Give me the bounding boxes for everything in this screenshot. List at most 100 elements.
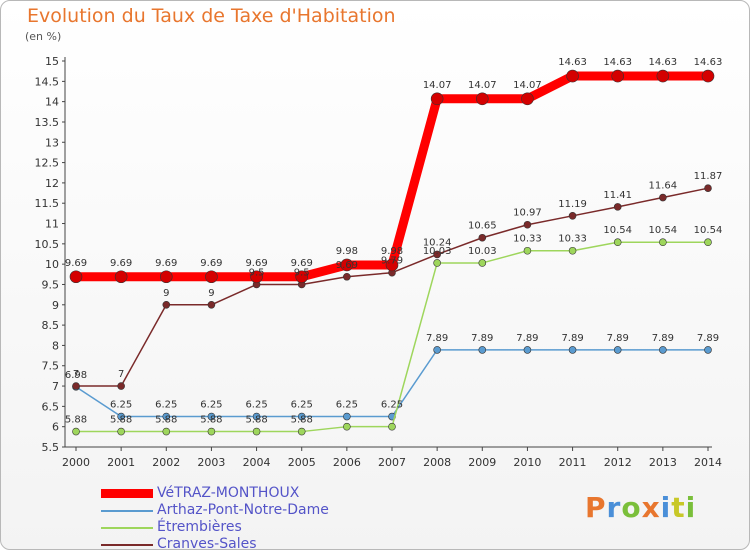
data-point <box>388 422 396 431</box>
data-point <box>252 412 261 421</box>
data-point <box>704 346 712 354</box>
data-label: 14.07 <box>513 80 542 91</box>
data-point <box>566 69 579 83</box>
data-label: 11.64 <box>649 181 678 192</box>
data-point <box>613 238 622 247</box>
data-point <box>297 412 306 421</box>
y-tick-label: 13 <box>45 136 59 149</box>
data-label: 5.88 <box>155 415 177 426</box>
legend-swatch <box>101 489 153 498</box>
y-tick-label: 8 <box>52 339 59 352</box>
data-point <box>162 412 171 421</box>
data-label: 10.54 <box>649 225 678 236</box>
data-point <box>117 427 125 436</box>
x-tick-label: 2010 <box>513 456 541 469</box>
data-label: 6.25 <box>291 400 313 411</box>
data-label: 6.25 <box>336 400 358 411</box>
x-tick-label: 2014 <box>694 456 722 469</box>
data-label: 10.33 <box>513 234 542 245</box>
x-tick-label: 2008 <box>423 456 451 469</box>
data-label: 6.25 <box>245 400 267 411</box>
data-label: 9 <box>208 288 214 299</box>
data-label: 9.79 <box>381 256 403 267</box>
data-point <box>207 300 216 309</box>
y-tick-label: 12.5 <box>35 157 60 170</box>
x-tick-label: 2006 <box>333 456 361 469</box>
data-label: 14.63 <box>603 57 632 68</box>
data-label: 6.25 <box>200 400 222 411</box>
brand-letter: o <box>621 491 642 524</box>
y-tick-label: 11.5 <box>35 197 60 210</box>
data-point <box>568 212 577 220</box>
x-tick-label: 2005 <box>288 456 316 469</box>
data-point <box>114 270 128 284</box>
data-point <box>433 250 441 259</box>
data-point <box>478 233 487 242</box>
y-tick-label: 6 <box>52 421 59 434</box>
data-point <box>297 427 306 436</box>
x-tick-label: 2013 <box>649 456 677 469</box>
x-tick-label: 2000 <box>62 456 90 469</box>
data-label: 7.89 <box>652 333 674 344</box>
data-point <box>159 270 173 284</box>
data-label: 6.25 <box>155 400 177 411</box>
data-label: 10.03 <box>468 246 497 257</box>
data-label: 10.24 <box>423 237 452 248</box>
data-point <box>72 427 80 436</box>
data-label: 7 <box>118 369 124 380</box>
data-point <box>117 382 125 390</box>
data-point <box>117 412 125 421</box>
y-tick-label: 15 <box>45 55 59 68</box>
x-tick-label: 2009 <box>468 456 496 469</box>
data-label: 6.25 <box>110 400 132 411</box>
data-label: 9.98 <box>336 246 358 257</box>
brand-letter: i <box>685 491 697 524</box>
data-label: 14.63 <box>649 57 678 68</box>
chart-title: Evolution du Taux de Taxe d'Habitation <box>27 5 396 27</box>
data-label: 9.5 <box>294 267 310 278</box>
brand-letter: t <box>671 491 686 524</box>
data-point <box>523 346 532 354</box>
brand-letter: x <box>641 491 661 524</box>
data-label: 14.07 <box>423 80 452 91</box>
data-point <box>659 346 667 354</box>
brand-logo: Proxiti <box>585 491 696 524</box>
y-tick-label: 9.5 <box>42 278 60 291</box>
data-label: 10.65 <box>468 221 497 232</box>
data-point <box>659 238 667 247</box>
data-point <box>295 270 309 284</box>
legend-label: Étrembières <box>157 519 242 535</box>
data-label: 10.97 <box>513 208 542 219</box>
legend-label: VéTRAZ-MONTHOUX <box>157 485 300 501</box>
brand-letter: P <box>585 491 607 524</box>
data-label: 7.89 <box>607 333 629 344</box>
data-point <box>340 258 354 272</box>
data-point <box>72 382 80 390</box>
legend-swatch <box>101 544 153 546</box>
data-label: 7 <box>73 369 79 380</box>
y-tick-label: 7.5 <box>42 360 60 373</box>
data-label: 9.69 <box>110 258 132 269</box>
series-3 <box>72 184 712 390</box>
chart-unit-label: (en %) <box>25 30 62 43</box>
data-point <box>343 272 351 281</box>
x-tick-label: 2002 <box>152 456 180 469</box>
y-tick-label: 7 <box>52 380 59 393</box>
data-label: 9 <box>163 288 169 299</box>
data-label: 9.98 <box>381 246 403 257</box>
data-point <box>523 246 532 255</box>
data-label: 10.54 <box>603 225 632 236</box>
y-tick-label: 10.5 <box>35 238 60 251</box>
x-tick-label: 2012 <box>604 456 632 469</box>
y-tick-label: 12 <box>45 177 59 190</box>
data-label: 14.63 <box>558 57 587 68</box>
data-label: 9.69 <box>155 258 177 269</box>
data-point <box>478 346 487 354</box>
data-point <box>568 346 577 354</box>
data-label: 14.07 <box>468 80 497 91</box>
data-label: 5.88 <box>200 415 222 426</box>
x-tick-label: 2003 <box>197 456 225 469</box>
legend-swatch <box>101 527 153 529</box>
x-tick-label: 2001 <box>107 456 135 469</box>
